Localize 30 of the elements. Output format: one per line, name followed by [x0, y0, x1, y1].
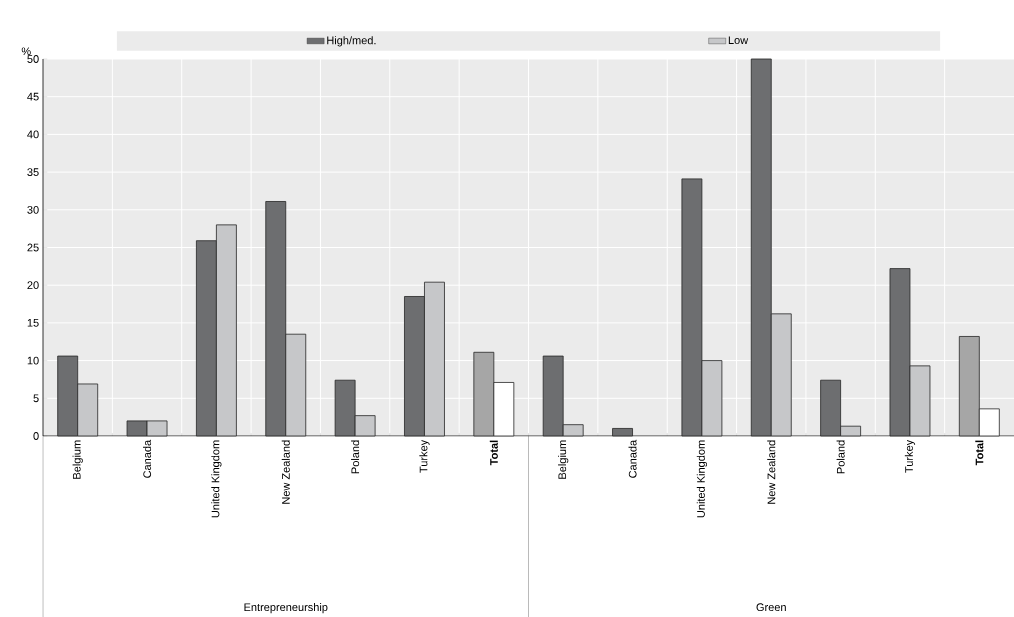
x-tick-label: Total — [975, 440, 984, 466]
x-tick-label: Canada — [143, 439, 152, 478]
x-tick-label: Turkey — [419, 439, 430, 473]
text: Green — [756, 603, 786, 612]
x-tick-label: New Zealand — [281, 440, 290, 504]
y-tick-label: 50 — [27, 55, 39, 63]
x-tick-label: Canada — [628, 439, 637, 478]
x-tick-label: Turkey — [904, 439, 916, 473]
x-tick-label: New Zealand — [767, 440, 776, 504]
x-tick-label: United Kingdom — [696, 440, 708, 518]
y-tick-label: 5 — [33, 394, 39, 403]
y-tick-label: 35 — [27, 168, 39, 176]
x-tick-label: Poland — [836, 440, 845, 474]
y-tick-label: 20 — [27, 281, 39, 290]
y-tick-label: 15 — [27, 319, 39, 327]
y-axis-title: % — [21, 47, 31, 56]
y-tick-label: 10 — [27, 356, 39, 365]
legend-label: High/med. — [327, 36, 376, 47]
x-tick-label: Belgium — [72, 440, 83, 479]
y-tick-label: 30 — [27, 205, 39, 214]
x-tick-label: Poland — [351, 440, 360, 474]
x-tick-label: Belgium — [558, 440, 569, 479]
y-tick-label: 0 — [33, 432, 39, 440]
text: Entrepreneurship — [244, 603, 328, 614]
y-tick-label: 40 — [27, 130, 39, 139]
x-tick-label: United Kingdom — [211, 440, 222, 518]
legend-label: Low — [728, 36, 749, 45]
y-tick-label: 25 — [27, 243, 39, 252]
x-tick-label: Total — [489, 440, 498, 466]
y-tick-label: 45 — [27, 92, 39, 101]
